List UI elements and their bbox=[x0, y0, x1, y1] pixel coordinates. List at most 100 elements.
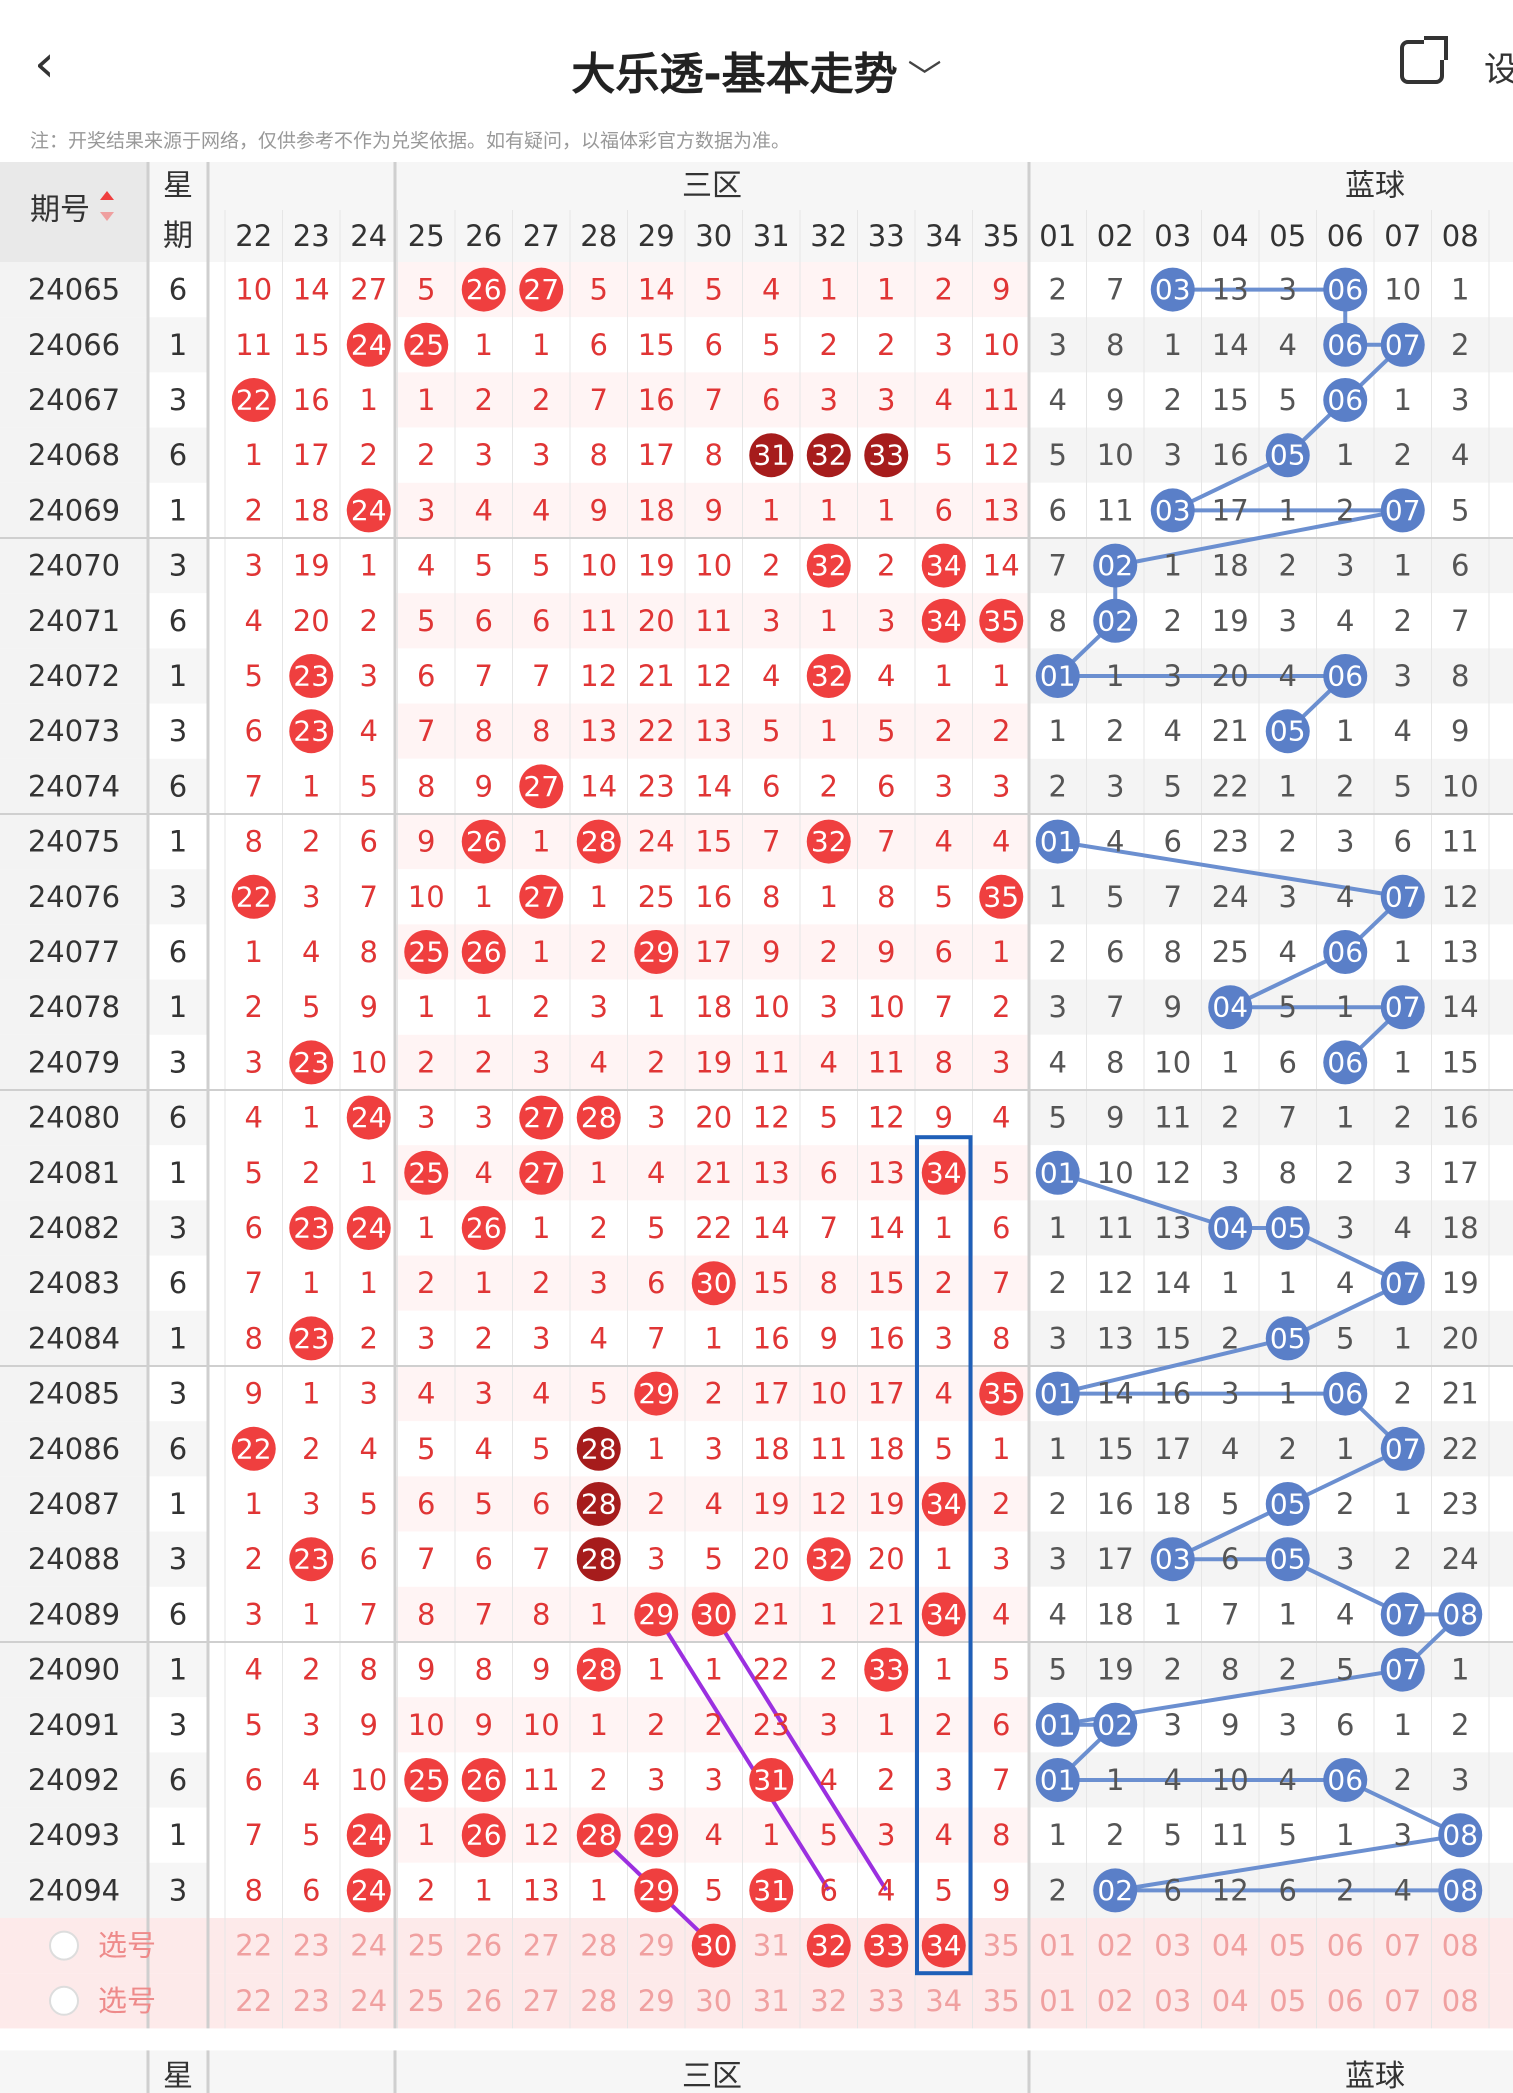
zone-row-bg bbox=[395, 427, 1029, 483]
period-cell bbox=[0, 1090, 148, 1146]
zone-row-bg bbox=[395, 1366, 1029, 1422]
period-number: 24086 bbox=[28, 1432, 120, 1466]
front-miss-count: 8 bbox=[532, 714, 550, 748]
settings-button[interactable]: 设 bbox=[1484, 50, 1513, 90]
period-cell bbox=[0, 703, 148, 759]
front-miss-count: 12 bbox=[695, 659, 732, 693]
period-number: 24072 bbox=[28, 659, 120, 693]
front-ball bbox=[289, 709, 334, 754]
blue-miss-count: 1 bbox=[1394, 383, 1412, 417]
selected-ball[interactable] bbox=[921, 1923, 966, 1968]
annotation-line bbox=[712, 1613, 888, 1892]
front-miss-count: 2 bbox=[302, 825, 320, 859]
front-ball bbox=[806, 433, 851, 478]
front-miss-count: 3 bbox=[877, 1818, 895, 1852]
period-cell bbox=[0, 979, 148, 1035]
front-miss-count: 13 bbox=[695, 714, 732, 748]
blue-miss-count: 3 bbox=[1049, 990, 1067, 1024]
blue-miss-count: 12 bbox=[1442, 880, 1479, 914]
blue-miss-count: 3 bbox=[1164, 659, 1182, 693]
header-bg bbox=[148, 162, 1513, 262]
selected-ball[interactable] bbox=[691, 1923, 736, 1968]
selected-ball[interactable] bbox=[864, 1923, 909, 1968]
front-miss-count: 7 bbox=[762, 825, 780, 859]
blue-miss-count: 6 bbox=[1106, 935, 1124, 969]
weekday-number: 1 bbox=[169, 990, 187, 1024]
select-blue-number: 08 bbox=[1442, 1984, 1479, 2018]
blue-miss-count: 17 bbox=[1154, 1432, 1191, 1466]
sort-down-icon[interactable] bbox=[100, 212, 114, 221]
front-miss-count: 8 bbox=[935, 1045, 953, 1079]
front-miss-count: 1 bbox=[647, 990, 665, 1024]
blue-miss-count: 1 bbox=[1049, 1818, 1067, 1852]
selected-ball[interactable] bbox=[806, 1923, 851, 1968]
front-ball bbox=[979, 1371, 1024, 1416]
zone-row-bg bbox=[395, 703, 1029, 759]
chevron-down-icon[interactable]: ﹀ bbox=[907, 58, 942, 98]
blue-ball-number: 08 bbox=[1442, 1874, 1478, 1907]
blue-miss-count: 5 bbox=[1049, 438, 1067, 472]
front-ball-number: 26 bbox=[466, 1764, 502, 1797]
footer-zone-header: 三区 bbox=[682, 2059, 742, 2093]
front-miss-count: 5 bbox=[245, 1708, 263, 1742]
front-miss-count: 1 bbox=[532, 1211, 550, 1245]
front-miss-count: 5 bbox=[877, 714, 895, 748]
blue-miss-count: 1 bbox=[1394, 1487, 1412, 1521]
period-number: 24065 bbox=[28, 273, 120, 307]
front-ball-number: 31 bbox=[753, 439, 789, 472]
front-ball-number: 32 bbox=[811, 549, 847, 582]
front-miss-count: 10 bbox=[753, 990, 790, 1024]
front-miss-count: 1 bbox=[245, 438, 263, 472]
period-number: 24094 bbox=[28, 1873, 120, 1907]
front-ball bbox=[461, 1206, 506, 1250]
front-miss-count: 17 bbox=[695, 935, 732, 969]
front-ball-number: 29 bbox=[638, 1377, 674, 1410]
front-miss-count: 5 bbox=[302, 1818, 320, 1852]
front-miss-count: 9 bbox=[762, 935, 780, 969]
front-miss-count: 3 bbox=[877, 604, 895, 638]
blue-miss-count: 7 bbox=[1106, 990, 1124, 1024]
front-ball-number: 29 bbox=[638, 1819, 674, 1852]
blue-miss-count: 7 bbox=[1106, 273, 1124, 307]
front-miss-count: 9 bbox=[417, 1653, 435, 1687]
front-miss-count: 6 bbox=[245, 714, 263, 748]
front-miss-count: 4 bbox=[360, 714, 378, 748]
blue-ball bbox=[1380, 488, 1425, 533]
select-front-number: 25 bbox=[408, 1929, 445, 1963]
front-miss-count: 6 bbox=[647, 1266, 665, 1300]
front-miss-count: 3 bbox=[475, 1377, 493, 1411]
disclaimer-notice: 注：开奖结果来源于网络，仅供参考不作为兑奖依据。如有疑问，以福体彩官方数据为准。 bbox=[30, 130, 791, 152]
week-cell bbox=[148, 1034, 208, 1090]
select-blue-number: 01 bbox=[1039, 1984, 1076, 2018]
blue-miss-count: 20 bbox=[1442, 1321, 1479, 1355]
blue-ball bbox=[1093, 1702, 1138, 1747]
blue-ball-number: 01 bbox=[1040, 1156, 1076, 1189]
week-cell bbox=[148, 427, 208, 483]
select-radio[interactable] bbox=[49, 1930, 79, 1961]
front-miss-count: 5 bbox=[935, 880, 953, 914]
front-ball bbox=[979, 874, 1024, 919]
front-miss-count: 10 bbox=[810, 1377, 847, 1411]
front-ball-number: 27 bbox=[523, 273, 559, 306]
page-title[interactable]: 大乐透-基本走势 ﹀ bbox=[0, 38, 1513, 102]
front-miss-count: 1 bbox=[475, 328, 493, 362]
week-cell bbox=[148, 1310, 208, 1366]
period-number: 24091 bbox=[28, 1708, 120, 1742]
front-miss-count: 4 bbox=[475, 1432, 493, 1466]
blue-miss-count: 2 bbox=[1279, 1432, 1297, 1466]
front-miss-count: 17 bbox=[293, 438, 330, 472]
front-miss-count: 4 bbox=[820, 1763, 838, 1797]
chevron-left-icon[interactable]: ‹ bbox=[34, 34, 55, 94]
front-miss-count: 1 bbox=[360, 549, 378, 583]
front-miss-count: 22 bbox=[753, 1653, 790, 1687]
front-miss-count: 2 bbox=[245, 990, 263, 1024]
blue-ball bbox=[1265, 1537, 1310, 1582]
front-miss-count: 6 bbox=[360, 825, 378, 859]
front-ball bbox=[461, 1758, 506, 1802]
share-external-icon[interactable] bbox=[1400, 36, 1448, 84]
select-radio[interactable] bbox=[49, 1985, 79, 2016]
weekday-number: 3 bbox=[169, 549, 187, 583]
front-ball-number: 32 bbox=[811, 439, 847, 472]
sort-up-icon[interactable] bbox=[100, 191, 114, 200]
footer-week-header: 星 bbox=[163, 2059, 193, 2093]
